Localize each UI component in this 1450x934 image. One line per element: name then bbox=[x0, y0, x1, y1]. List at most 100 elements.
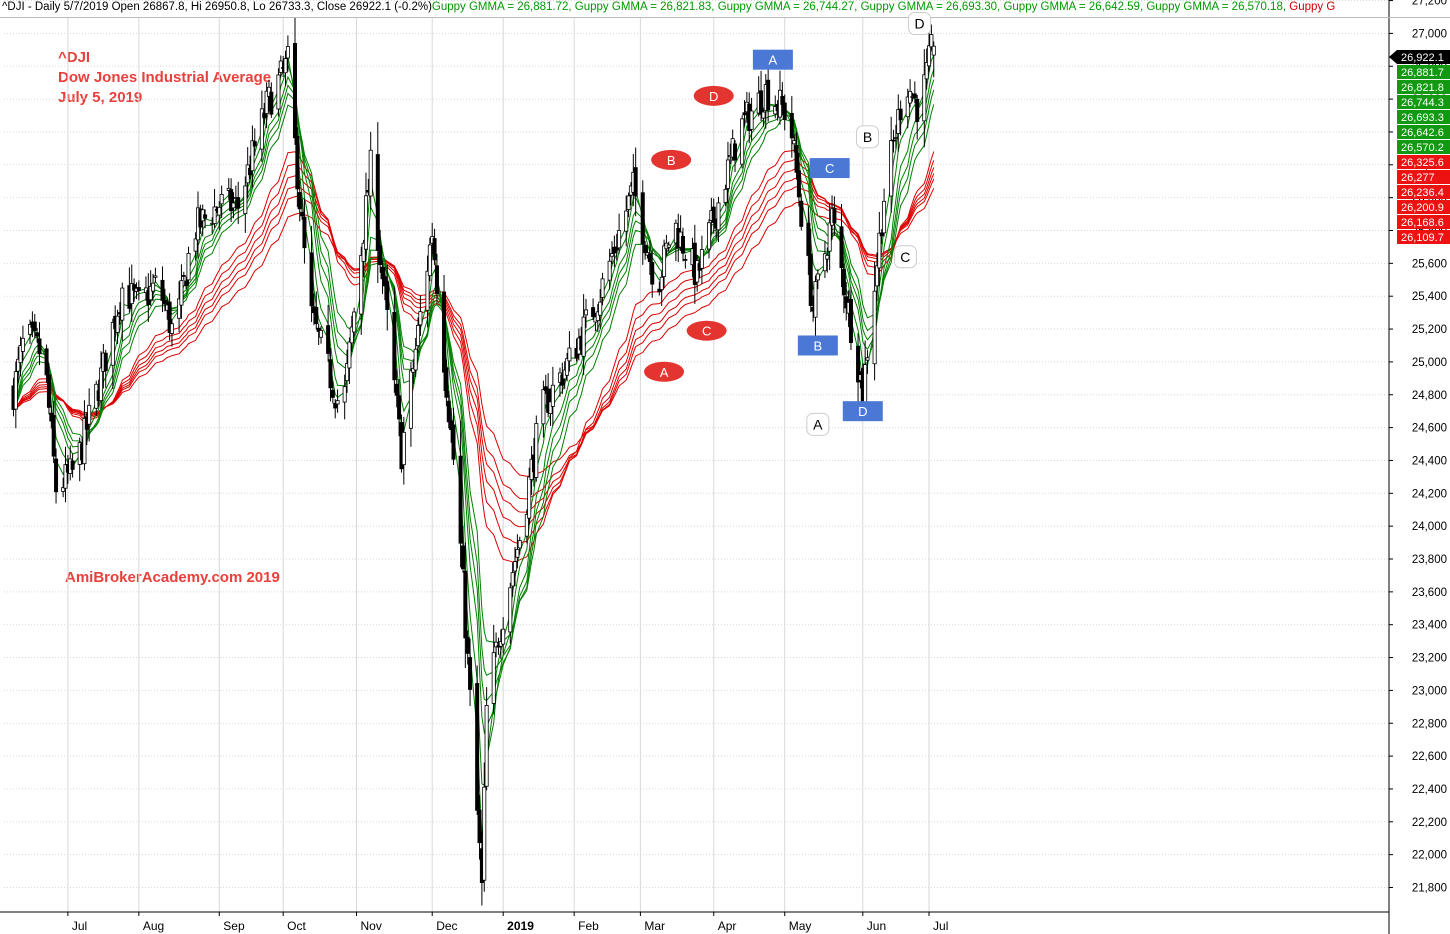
candle bbox=[292, 17, 297, 145]
candle bbox=[262, 103, 267, 124]
candle bbox=[839, 204, 844, 288]
x-tick-label: Oct bbox=[287, 919, 306, 933]
candle bbox=[647, 240, 652, 275]
candle bbox=[283, 50, 288, 87]
candle-body bbox=[695, 260, 700, 283]
candle-body bbox=[548, 401, 553, 415]
candle bbox=[347, 337, 352, 385]
candle-body bbox=[335, 400, 340, 405]
candle-body bbox=[659, 276, 664, 291]
candle bbox=[723, 184, 728, 207]
candle bbox=[550, 366, 555, 426]
candle-body bbox=[614, 246, 619, 251]
last-close-pointer bbox=[1389, 50, 1397, 64]
candle bbox=[484, 687, 489, 791]
candle-body bbox=[550, 384, 555, 407]
candle-body bbox=[624, 210, 629, 232]
candle-body bbox=[347, 341, 352, 369]
candle-body bbox=[259, 108, 264, 150]
value-label-bg bbox=[1397, 80, 1450, 94]
wave-marker-shape bbox=[797, 335, 838, 356]
candle bbox=[110, 318, 115, 389]
long-gmma-line bbox=[13, 167, 935, 528]
candle-body bbox=[848, 298, 853, 343]
candle bbox=[46, 363, 51, 415]
wave-marker-text: A bbox=[769, 53, 778, 68]
candle bbox=[882, 188, 887, 237]
gmma-value-label: 26,325.6 bbox=[1397, 155, 1450, 169]
candle-body bbox=[115, 315, 120, 333]
candle bbox=[162, 288, 167, 312]
candle-body bbox=[333, 402, 338, 409]
candle bbox=[799, 193, 804, 231]
candle-body bbox=[363, 195, 368, 250]
gmma-value-label: 26,200.9 bbox=[1397, 200, 1450, 214]
candle bbox=[361, 239, 366, 278]
y-tick-label: 25,400 bbox=[1412, 291, 1447, 303]
candle bbox=[285, 35, 290, 72]
wave-label-red: A bbox=[644, 361, 685, 382]
candle bbox=[236, 181, 241, 225]
candle-body bbox=[70, 460, 75, 470]
candle-body bbox=[794, 145, 799, 173]
candle bbox=[314, 291, 319, 330]
candle bbox=[643, 240, 648, 260]
candle bbox=[908, 79, 913, 108]
candle-body bbox=[839, 226, 844, 269]
candle bbox=[345, 349, 350, 393]
candle bbox=[333, 399, 338, 419]
wave-label-white: B bbox=[856, 125, 880, 149]
candle-body bbox=[252, 141, 257, 147]
candle-body bbox=[314, 306, 319, 325]
candle-body bbox=[482, 786, 487, 881]
candle-body bbox=[491, 652, 496, 704]
y-tick-label: 25,600 bbox=[1412, 258, 1447, 270]
candle bbox=[330, 381, 335, 404]
candle-body bbox=[250, 140, 255, 172]
candle-body bbox=[510, 572, 515, 587]
value-label-text: 26,693.3 bbox=[1401, 112, 1444, 124]
candle-body bbox=[905, 96, 910, 118]
candle bbox=[193, 232, 198, 261]
gmma-info-5: Guppy GMMA = 26,570.18, bbox=[1146, 1, 1287, 13]
candle-body bbox=[236, 197, 241, 209]
long-gmma-line bbox=[13, 173, 935, 513]
candle-body bbox=[761, 111, 766, 119]
gmma-info-1: Guppy GMMA = 26,821.83, bbox=[574, 1, 715, 13]
candle bbox=[82, 400, 87, 471]
ohlc-info: - Daily 5/7/2019 Open 26867.8, Hi 26950.… bbox=[24, 1, 432, 13]
candle bbox=[595, 304, 600, 333]
candle-body bbox=[683, 258, 688, 261]
candle bbox=[927, 28, 932, 72]
candle bbox=[877, 211, 882, 286]
candle bbox=[922, 49, 927, 148]
candle-body bbox=[330, 389, 335, 398]
gmma-value-label: 26,821.8 bbox=[1397, 80, 1450, 94]
candle bbox=[898, 100, 903, 136]
candle-body bbox=[300, 211, 305, 217]
candle-body bbox=[565, 358, 570, 376]
long-gmma-line bbox=[13, 149, 935, 563]
candle bbox=[231, 192, 236, 219]
candle-body bbox=[863, 364, 868, 406]
candle-body bbox=[425, 270, 430, 311]
candle bbox=[328, 347, 333, 402]
candle-body bbox=[716, 202, 721, 231]
candle bbox=[442, 275, 447, 391]
candle bbox=[695, 254, 700, 292]
candle bbox=[524, 509, 529, 544]
y-tick-label: 27,200 bbox=[1412, 0, 1447, 8]
candle-body bbox=[427, 244, 432, 277]
candle-body bbox=[546, 388, 551, 413]
candle bbox=[219, 185, 224, 219]
candle bbox=[808, 228, 813, 313]
candle bbox=[103, 349, 108, 388]
value-label-text: 26,821.8 bbox=[1401, 82, 1444, 94]
candle-body bbox=[203, 214, 208, 219]
candle-body bbox=[893, 137, 898, 140]
candle-body bbox=[707, 222, 712, 250]
chart-symbol: ^DJI bbox=[58, 49, 91, 66]
wave-marker-shape bbox=[842, 401, 883, 422]
candle-body bbox=[733, 143, 738, 161]
